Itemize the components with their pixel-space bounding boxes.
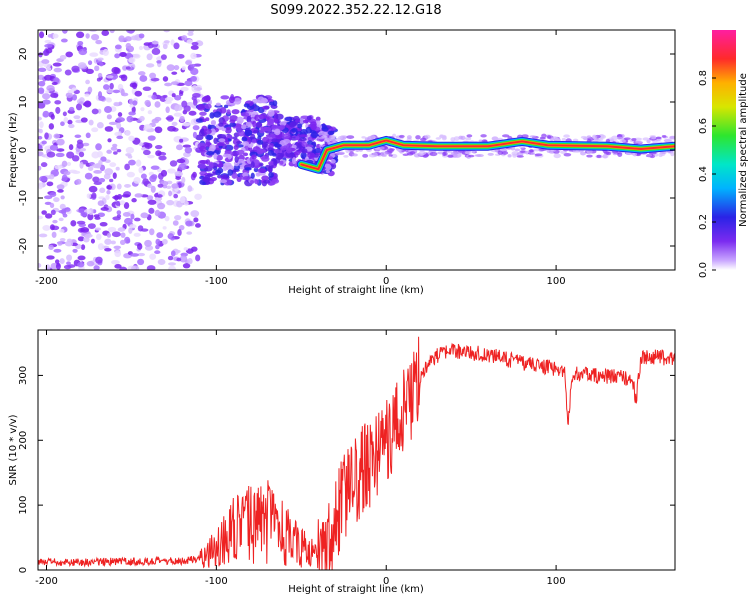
colorbar-tick-label: 0.8	[698, 70, 709, 86]
spectrogram-y-tick-label: -10	[18, 190, 29, 206]
spectrogram-heatmap	[38, 30, 675, 270]
snr-x-label: Height of straight line (km)	[288, 584, 424, 595]
spectrogram-y-label: Frequency (Hz)	[8, 112, 19, 188]
colorbar-tick-label: 0.0	[698, 262, 709, 278]
colorbar-label: Normalized spectral amplitude	[738, 73, 749, 227]
snr-x-tick-label: -100	[205, 576, 228, 587]
spectrogram-y-tick-label: 20	[18, 48, 29, 61]
snr-y-tick-label: 200	[18, 431, 29, 450]
spectrogram-x-label: Height of straight line (km)	[288, 285, 424, 296]
spectrogram-noise-blobs	[38, 30, 675, 270]
spectrogram-ridge-band-4	[300, 139, 675, 171]
spectrogram-y-tick-label: 0	[18, 147, 29, 153]
spectrogram-x-tick-label: 0	[383, 276, 389, 287]
snr-y-tick-label: 100	[18, 496, 29, 515]
colorbar-tick-label: 0.6	[698, 118, 709, 134]
spectrogram-x-tick-label: 100	[547, 276, 566, 287]
spectrogram-y-tick-label: 10	[18, 96, 29, 109]
colorbar-ticks: 0.0 0.2 0.4 0.6 0.8	[698, 70, 716, 278]
snr-panel: -200 -100 0 100 0 100 200 300 Height of straig…	[8, 329, 676, 595]
snr-y-label: SNR (10 * v/v)	[8, 414, 19, 485]
snr-x-tick-label: -200	[35, 576, 58, 587]
spectrogram-x-tick-label: -200	[35, 276, 58, 287]
figure-title: S099.2022.352.22.12.G18	[270, 3, 441, 18]
snr-y-ticks: 0 100 200 300	[18, 366, 675, 573]
colorbar-gradient	[712, 30, 736, 270]
colorbar: 0.0 0.2 0.4 0.6 0.8 Normalized spectral ampl…	[698, 30, 749, 278]
snr-x-tick-label: 100	[547, 576, 566, 587]
spectrogram-x-tick-label: -100	[205, 276, 228, 287]
snr-x-tick-label: 0	[383, 576, 389, 587]
colorbar-tick-label: 0.2	[698, 214, 709, 230]
spectrogram-y-ticks: -20 -10 0 10 20	[18, 48, 675, 254]
colorbar-tick-label: 0.4	[698, 166, 709, 182]
snr-line	[38, 336, 675, 570]
spectrogram-x-ticks: -200 -100 0 100	[35, 30, 566, 287]
snr-y-tick-label: 300	[18, 366, 29, 385]
snr-x-ticks: -200 -100 0 100	[35, 330, 566, 587]
spectrogram-y-tick-label: -20	[18, 238, 29, 254]
snr-y-tick-label: 0	[18, 567, 29, 573]
snr-frame	[37, 329, 676, 571]
